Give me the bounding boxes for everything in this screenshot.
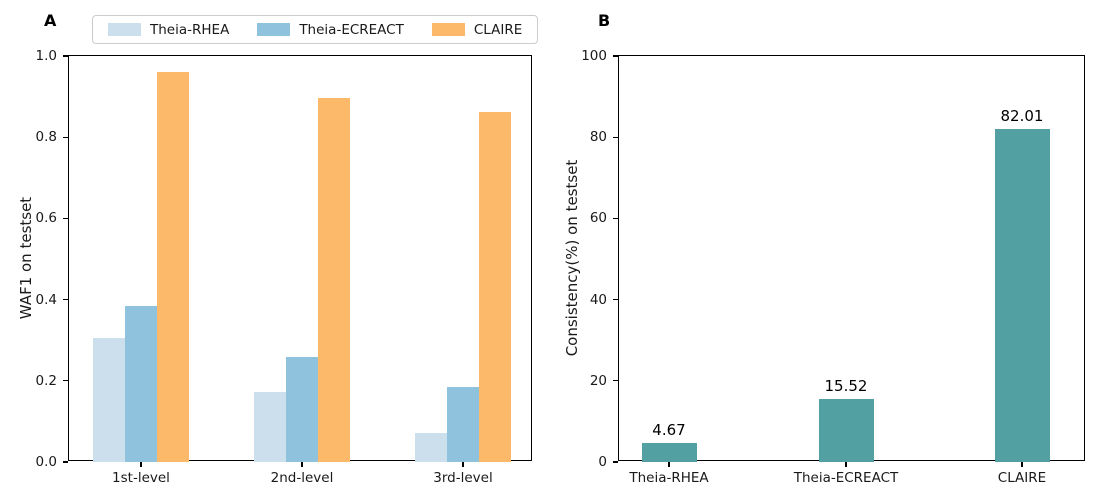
y-tick-label: 100 [581, 48, 607, 64]
y-tick-mark [613, 136, 618, 138]
legend: Theia-RHEA Theia-ECREACT CLAIRE [92, 15, 539, 44]
theia-rhea-consistency-bar [641, 443, 697, 462]
theia-rhea-bar-3rd-level [415, 433, 447, 462]
y-tick-label: 20 [589, 372, 607, 389]
x-tick-mark [668, 462, 670, 467]
y-tick-mark [613, 380, 618, 382]
y-tick-mark [63, 299, 68, 301]
chart-a-plot-area: 0.0 0.2 0.4 0.6 0.8 1.0 1st-level 2nd-level 3rd-… [36, 48, 532, 486]
x-tick-mark [845, 462, 847, 467]
theia-ecreact-bar-3rd-level [447, 386, 479, 462]
y-tick-label: 0.4 [35, 291, 57, 308]
claire-consistency-bar [994, 129, 1050, 462]
theia-ecreact-bar-1st-level [125, 305, 157, 462]
y-tick-label: 0.8 [35, 129, 57, 146]
theia-ecreact-swatch-icon [257, 23, 291, 36]
theia-ecreact-value-label: 15.52 [824, 376, 868, 395]
theia-rhea-bar-1st-level [93, 338, 125, 462]
x-tick-label-theia-ecreact: Theia-ECREACT [793, 470, 899, 486]
y-tick-mark [63, 380, 68, 382]
x-tick-label-1st-level: 1st-level [112, 470, 170, 486]
y-tick-mark [613, 299, 618, 301]
panel-a-letter: A [44, 11, 57, 30]
panel-b-letter: B [598, 11, 611, 30]
y-tick-mark [63, 461, 68, 463]
x-tick-label-theia-rhea: Theia-RHEA [629, 470, 709, 486]
y-tick-label: 40 [589, 291, 607, 308]
legend-label-claire: CLAIRE [473, 21, 523, 38]
x-tick-label-claire: CLAIRE [997, 470, 1047, 486]
legend-label-theia-rhea: Theia-RHEA [150, 21, 230, 38]
theia-rhea-swatch-icon [108, 23, 141, 36]
y-tick-label: 0 [598, 454, 607, 470]
y-tick-mark [613, 217, 618, 220]
y-tick-mark [613, 461, 618, 463]
claire-value-label: 82.01 [1000, 107, 1044, 126]
y-tick-label: 80 [589, 129, 607, 146]
y-tick-mark [63, 136, 68, 138]
x-tick-mark [301, 462, 303, 467]
x-tick-mark [462, 462, 464, 467]
legend-item-theia-rhea: Theia-RHEA [108, 22, 229, 38]
y-tick-label: 0.2 [35, 372, 57, 389]
x-tick-label-2nd-level: 2nd-level [270, 470, 334, 486]
y-tick-label: 60 [589, 210, 607, 227]
chart-a-ylabel: WAF1 on testset [17, 196, 35, 320]
x-tick-label-3rd-level: 3rd-level [433, 470, 493, 486]
legend-item-theia-ecreact: Theia-ECREACT [257, 22, 404, 38]
x-tick-mark [140, 462, 142, 467]
y-tick-mark [613, 55, 618, 57]
theia-rhea-bar-2nd-level [254, 392, 286, 462]
claire-bar-1st-level [157, 72, 189, 462]
y-tick-label: 1.0 [35, 48, 57, 64]
claire-bar-2nd-level [318, 97, 350, 462]
claire-swatch-icon [431, 23, 465, 36]
theia-ecreact-consistency-bar [818, 398, 874, 462]
theia-rhea-value-label: 4.67 [652, 421, 686, 440]
y-tick-mark [63, 217, 68, 220]
y-tick-mark [63, 55, 68, 57]
claire-bar-3rd-level [479, 112, 511, 462]
x-tick-mark [1021, 462, 1023, 467]
legend-item-claire: CLAIRE [431, 21, 523, 38]
y-tick-label: 0.6 [35, 210, 57, 227]
chart-b-plot-area: 0 20 40 60 80 100 Theia-RHEA 4.67 Theia-ECREACT 1… [581, 48, 1085, 486]
y-tick-label: 0.0 [35, 454, 57, 470]
chart-b-ylabel: Consistency(%) on testset [563, 159, 581, 357]
theia-ecreact-bar-2nd-level [286, 356, 318, 462]
legend-label-theia-ecreact: Theia-ECREACT [299, 21, 404, 38]
